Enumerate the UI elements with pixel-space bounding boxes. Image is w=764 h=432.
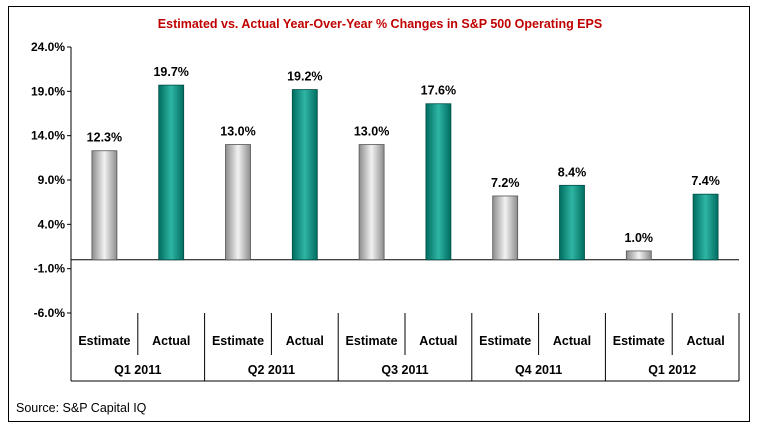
estimate-bar (492, 195, 519, 261)
group-label: Q3 2011 (381, 363, 428, 377)
subcategory-label: Estimate (613, 334, 665, 348)
estimate-bar (358, 144, 385, 261)
chart-title: Estimated vs. Actual Year-Over-Year % Ch… (158, 17, 602, 31)
subcategory-label: Actual (419, 334, 457, 348)
actual-bar (291, 89, 318, 261)
subcategory-label: Actual (152, 334, 190, 348)
chart: Estimated vs. Actual Year-Over-Year % Ch… (16, 17, 740, 415)
data-label: 17.6% (421, 84, 456, 98)
group-label: Q1 2012 (648, 363, 696, 377)
y-tick-label: 4.0% (38, 217, 66, 231)
actual-bar (158, 84, 185, 261)
actual-bar (559, 184, 585, 261)
y-tick-label: 9.0% (38, 173, 66, 187)
y-tick-label: 19.0% (31, 84, 65, 98)
chart-frame: Estimated vs. Actual Year-Over-Year % Ch… (8, 6, 750, 422)
y-tick-label: -6.0% (34, 306, 66, 320)
data-label: 13.0% (220, 125, 255, 139)
y-tick-label: 24.0% (31, 40, 65, 54)
estimate-bar (625, 250, 652, 261)
data-label: 19.2% (287, 70, 322, 84)
estimate-bar (225, 144, 251, 261)
data-label: 8.4% (558, 165, 587, 179)
subcategory-label: Estimate (212, 334, 264, 348)
data-label: 12.3% (87, 131, 122, 145)
subcategory-label: Estimate (346, 334, 398, 348)
data-label: 1.0% (625, 231, 654, 245)
group-label: Q1 2011 (114, 363, 161, 377)
group-label: Q4 2011 (515, 363, 562, 377)
subcategory-label: Actual (686, 334, 724, 348)
source-note: Source: S&P Capital IQ (16, 401, 147, 415)
data-label: 7.2% (491, 176, 520, 190)
y-tick-label: -1.0% (34, 262, 66, 276)
estimate-bar (91, 150, 118, 261)
subcategory-label: Estimate (479, 334, 531, 348)
group-label: Q2 2011 (248, 363, 295, 377)
subcategory-label: Estimate (78, 334, 130, 348)
data-label: 19.7% (153, 65, 188, 79)
y-tick-label: 14.0% (31, 129, 65, 143)
data-label: 13.0% (354, 125, 389, 139)
actual-bar (425, 103, 452, 261)
subcategory-label: Actual (553, 334, 591, 348)
actual-bar (692, 193, 719, 261)
data-label: 7.4% (691, 174, 720, 188)
subcategory-label: Actual (286, 334, 324, 348)
